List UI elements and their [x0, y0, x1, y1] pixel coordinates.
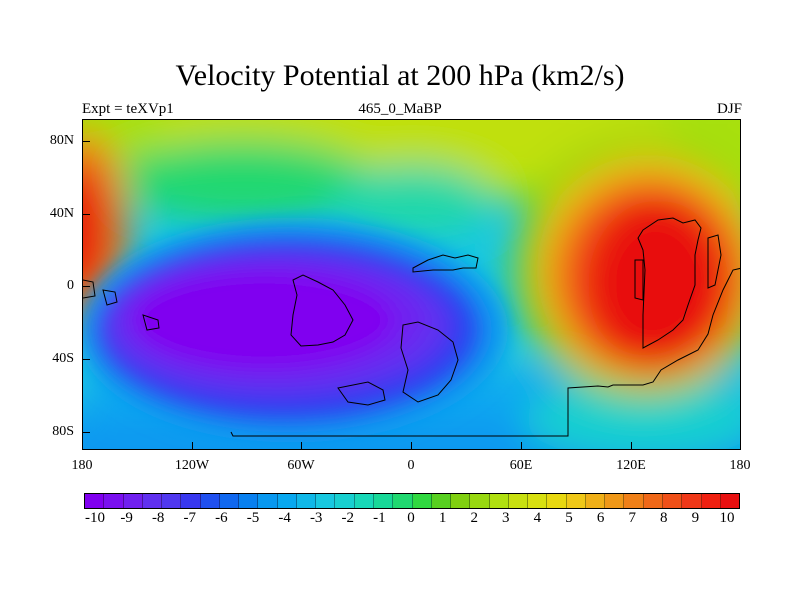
colorbar-swatch [142, 494, 163, 508]
colorbar-swatch [412, 494, 432, 508]
colorbar-swatch [547, 494, 567, 508]
colorbar-swatch [393, 494, 413, 508]
run-id-label: 465_0_MaBP [358, 101, 442, 117]
colorbar-swatch [335, 494, 355, 508]
lat-tick [82, 214, 90, 215]
colorbar-swatch [162, 494, 182, 508]
colorbar-label: -10 [85, 510, 105, 526]
colorbar-swatch [85, 494, 105, 508]
lat-label: 0 [67, 278, 74, 293]
lat-tick [82, 286, 90, 287]
colorbar-swatch [470, 494, 490, 508]
colorbar-swatch [239, 494, 259, 508]
colorbar-label: -3 [309, 510, 323, 526]
colorbar-swatch [431, 494, 452, 508]
colorbar-swatch [296, 494, 317, 508]
colorbar-swatch [277, 494, 297, 508]
colorbar-swatch [624, 494, 644, 508]
colorbar-label: 6 [596, 510, 605, 526]
colorbar-swatch [258, 494, 278, 508]
lon-label: 180 [729, 458, 751, 473]
lat-label: 40N [49, 206, 74, 221]
colorbar-label: 0 [407, 510, 415, 526]
colorbar-swatch [528, 494, 548, 508]
colorbar-label: 5 [565, 510, 573, 526]
lon-tick [521, 442, 522, 450]
lon-label: 120W [174, 458, 210, 473]
lon-label: 60W [287, 458, 315, 473]
lat-tick [82, 141, 90, 142]
colorbar-swatch [720, 494, 740, 508]
lon-tick [301, 442, 302, 450]
colorbar-swatch [701, 494, 721, 508]
colorbar-swatch [489, 494, 509, 508]
lat-label: 80S [52, 424, 74, 439]
colorbar-label: 8 [660, 510, 668, 526]
experiment-label: Expt = teXVp1 [82, 101, 174, 117]
colorbar-swatch [123, 494, 143, 508]
lat-label: 80N [49, 133, 74, 148]
lat-label: 40S [52, 351, 74, 366]
colorbar-swatch [605, 494, 625, 508]
colorbar-label: 10 [719, 510, 735, 526]
colorbar-label: 7 [628, 510, 636, 526]
lon-label: 0 [407, 458, 415, 473]
lon-tick [192, 442, 193, 450]
colorbar-swatch [354, 494, 374, 508]
colorbar-label: 3 [502, 510, 510, 526]
lon-tick [411, 442, 412, 450]
colorbar-label: 1 [438, 510, 447, 526]
colorbar-swatch [373, 494, 394, 508]
lon-tick [631, 442, 632, 450]
season-label: DJF [716, 101, 742, 117]
colorbar-label: -9 [120, 510, 133, 526]
colorbar-label: -5 [246, 510, 260, 526]
colorbar-swatch [219, 494, 240, 508]
colorbar-label: -2 [341, 510, 355, 526]
colorbar-label: -6 [215, 510, 228, 526]
colorbar-swatch [508, 494, 529, 508]
colorbar-label: 9 [691, 510, 700, 526]
lat-tick [82, 432, 90, 433]
colorbar-swatch [643, 494, 663, 508]
colorbar-swatch [181, 494, 201, 508]
colorbar-swatch [451, 494, 471, 508]
lat-tick [82, 359, 90, 360]
colorbar-label: -4 [278, 510, 291, 526]
map-title: Velocity Potential at 200 hPa (km2/s) [175, 59, 625, 92]
colorbar-label: -7 [183, 510, 197, 526]
colorbar-swatch [200, 494, 220, 508]
colorbar-label: 2 [470, 510, 478, 526]
colorbar [84, 493, 740, 509]
colorbar-swatch [566, 494, 586, 508]
lon-label: 60E [509, 458, 533, 473]
colorbar-label: -8 [151, 510, 165, 526]
colorbar-swatch [585, 494, 606, 508]
lon-label: 180 [71, 458, 93, 473]
colorbar-swatch [682, 494, 702, 508]
colorbar-swatch [104, 494, 124, 508]
lon-label: 120E [616, 458, 646, 473]
colorbar-label: -1 [373, 510, 386, 526]
colorbar-swatch [662, 494, 683, 508]
colorbar-swatch [316, 494, 336, 508]
contour-map [82, 119, 741, 450]
colorbar-label: 4 [533, 510, 542, 526]
